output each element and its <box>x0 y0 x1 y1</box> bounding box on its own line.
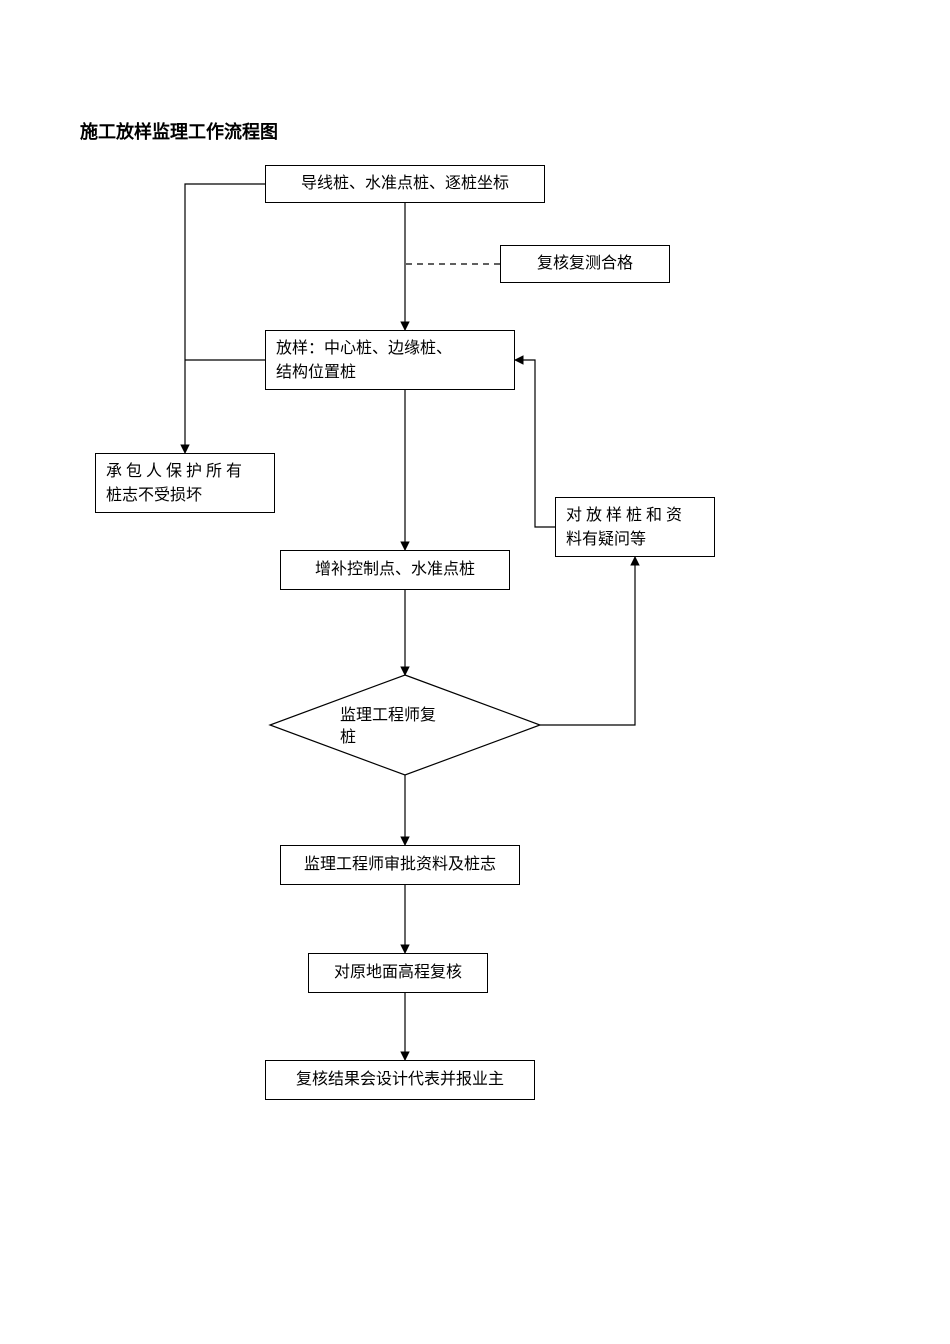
node-n10: 复核结果会设计代表并报业主 <box>265 1060 535 1100</box>
node-label: 承 包 人 保 护 所 有桩志不受损坏 <box>106 460 242 508</box>
node-n1: 导线桩、水准点桩、逐桩坐标 <box>265 165 545 203</box>
edge <box>185 184 265 453</box>
node-label: 对原地面高程复核 <box>334 961 462 985</box>
node-n6: 增补控制点、水准点桩 <box>280 550 510 590</box>
node-n5: 对 放 样 桩 和 资料有疑问等 <box>555 497 715 557</box>
node-n2: 复核复测合格 <box>500 245 670 283</box>
edge <box>515 360 555 527</box>
flowchart-canvas: 施工放样监理工作流程图 导线桩、水准点桩、逐桩坐标复核复测合格放样：中心桩、边缘… <box>0 0 950 1344</box>
node-label: 复核结果会设计代表并报业主 <box>296 1068 504 1092</box>
node-n4: 承 包 人 保 护 所 有桩志不受损坏 <box>95 453 275 513</box>
edge <box>540 557 635 725</box>
node-n8: 监理工程师审批资料及桩志 <box>280 845 520 885</box>
node-n3: 放样：中心桩、边缘桩、结构位置桩 <box>265 330 515 390</box>
node-label: 监理工程师审批资料及桩志 <box>304 853 496 877</box>
node-label: 导线桩、水准点桩、逐桩坐标 <box>301 172 509 196</box>
node-label: 对 放 样 桩 和 资料有疑问等 <box>566 504 682 552</box>
node-label: 增补控制点、水准点桩 <box>315 558 475 582</box>
node-label: 监理工程师复桩 <box>340 705 490 750</box>
node-label: 放样：中心桩、边缘桩、结构位置桩 <box>276 337 452 385</box>
node-label: 复核复测合格 <box>537 252 633 276</box>
node-n9: 对原地面高程复核 <box>308 953 488 993</box>
